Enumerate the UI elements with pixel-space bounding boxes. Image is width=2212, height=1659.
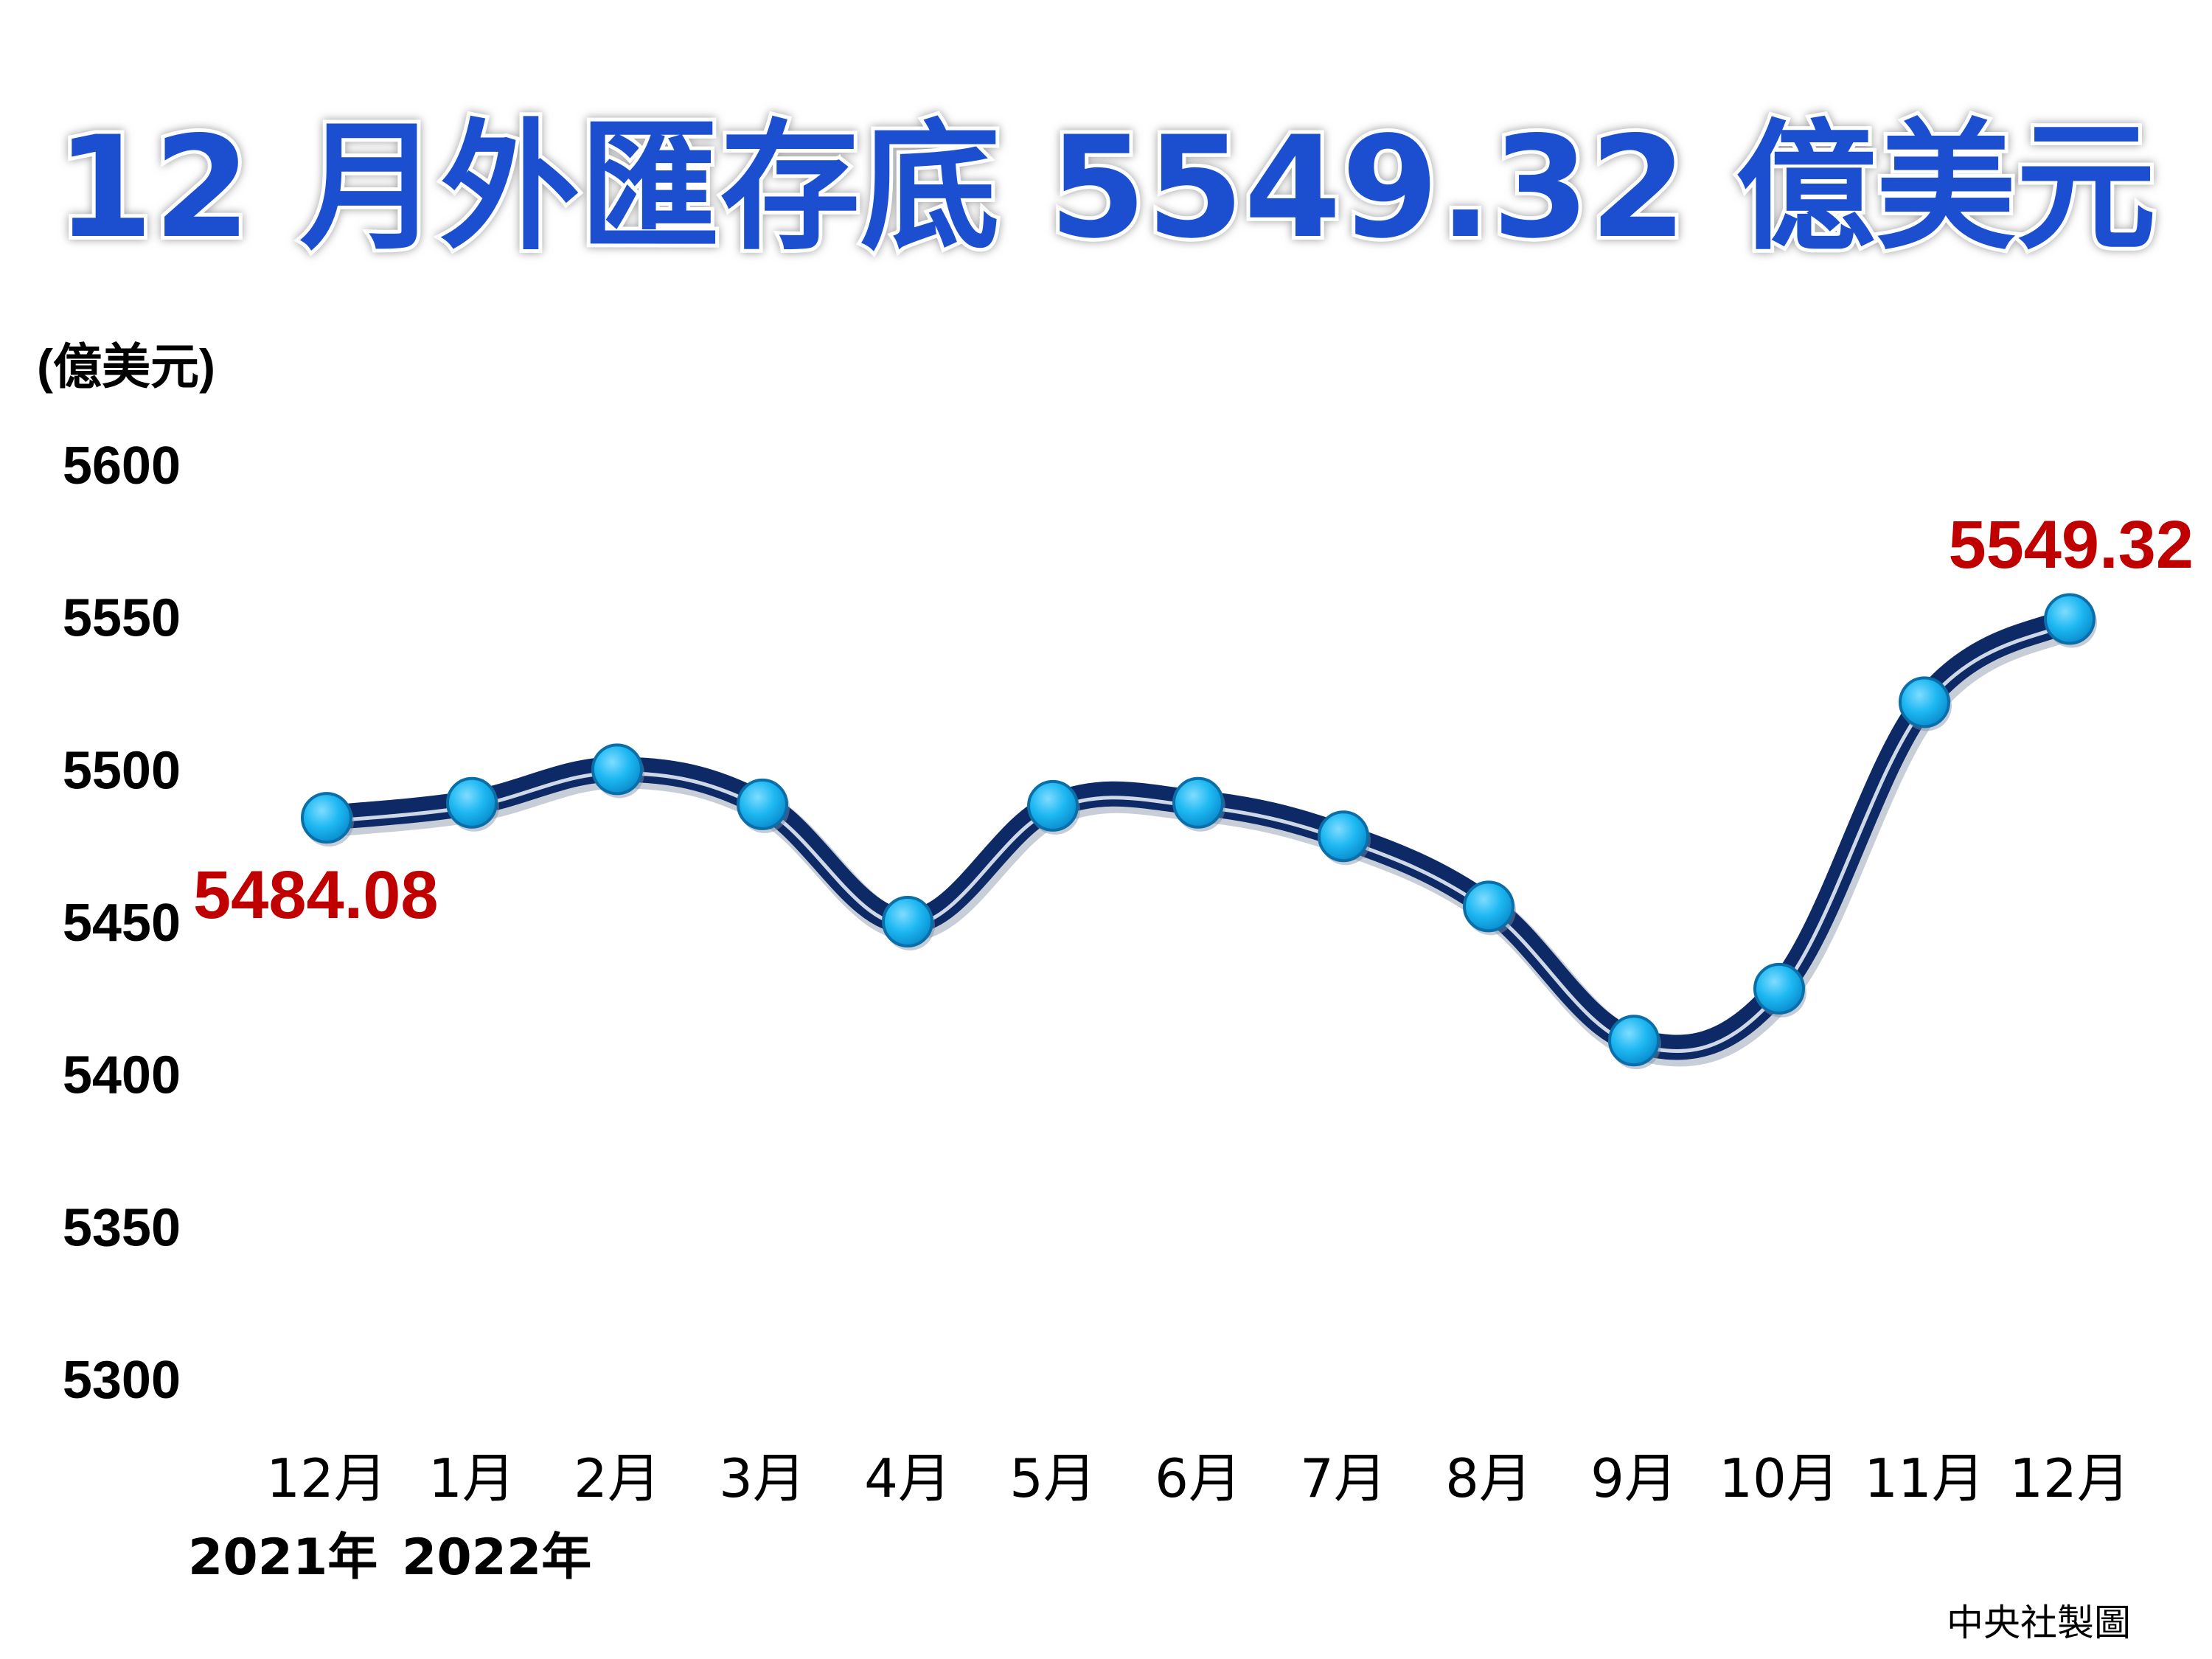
data-label-last: 5549.32 — [1948, 507, 2194, 582]
data-point — [1753, 962, 1805, 1015]
y-tick-label: 5300 — [63, 1351, 181, 1410]
x-tick-label: 4月 — [864, 1447, 951, 1509]
data-point — [1608, 1015, 1660, 1067]
year-label-2022: 2022年 — [402, 1528, 591, 1587]
data-point — [301, 792, 352, 844]
x-tick-label: 1月 — [428, 1447, 515, 1509]
x-tick-label: 12月 — [266, 1447, 387, 1509]
y-tick-label: 5550 — [63, 589, 181, 648]
x-tick-label: 12月 — [2009, 1447, 2130, 1509]
year-label-2021: 2021年 — [188, 1528, 378, 1587]
x-tick-label: 9月 — [1590, 1447, 1677, 1509]
data-point — [1899, 676, 1950, 728]
y-tick-label: 5350 — [63, 1198, 181, 1257]
data-point — [446, 776, 498, 829]
x-tick-label: 11月 — [1864, 1447, 1985, 1509]
data-point — [737, 778, 788, 830]
x-axis-ticks: 12月 1月 2月 3月 4月 5月 6月 7月 8月 9月 10月 11月 12月 — [266, 1447, 2130, 1509]
x-tick-label: 6月 — [1155, 1447, 1242, 1509]
y-axis-ticks: 5600 5550 5500 5450 5400 5350 5300 — [63, 437, 181, 1410]
data-point — [882, 896, 933, 947]
x-tick-label: 8月 — [1445, 1447, 1532, 1509]
y-tick-label: 5450 — [63, 894, 181, 953]
data-point — [2044, 593, 2096, 645]
series-markers — [301, 593, 2097, 1070]
data-point — [1027, 779, 1079, 832]
data-point — [1172, 776, 1224, 829]
series-line — [314, 606, 2087, 1067]
x-tick-label: 5月 — [1009, 1447, 1096, 1509]
data-point — [1318, 810, 1369, 863]
y-tick-label: 5600 — [63, 437, 181, 495]
series-line-highlight — [324, 620, 2072, 1053]
x-tick-label: 2月 — [574, 1447, 661, 1509]
data-label-first: 5484.08 — [193, 858, 439, 933]
x-tick-label: 3月 — [719, 1447, 806, 1509]
data-point — [1463, 880, 1514, 933]
credit-text: 中央社製圖 — [1947, 1601, 2131, 1644]
y-axis-unit-label: (億美元) — [37, 339, 215, 394]
series-line-path — [314, 606, 2082, 1060]
x-tick-label: 10月 — [1719, 1447, 1840, 1509]
y-tick-label: 5500 — [63, 741, 181, 800]
y-tick-label: 5400 — [63, 1046, 181, 1105]
x-tick-label: 7月 — [1300, 1447, 1387, 1509]
series-line-shadow — [315, 608, 2087, 1067]
data-point — [591, 743, 643, 796]
chart-title: 12 月外匯存底 5549.32 億美元 — [56, 106, 2156, 269]
